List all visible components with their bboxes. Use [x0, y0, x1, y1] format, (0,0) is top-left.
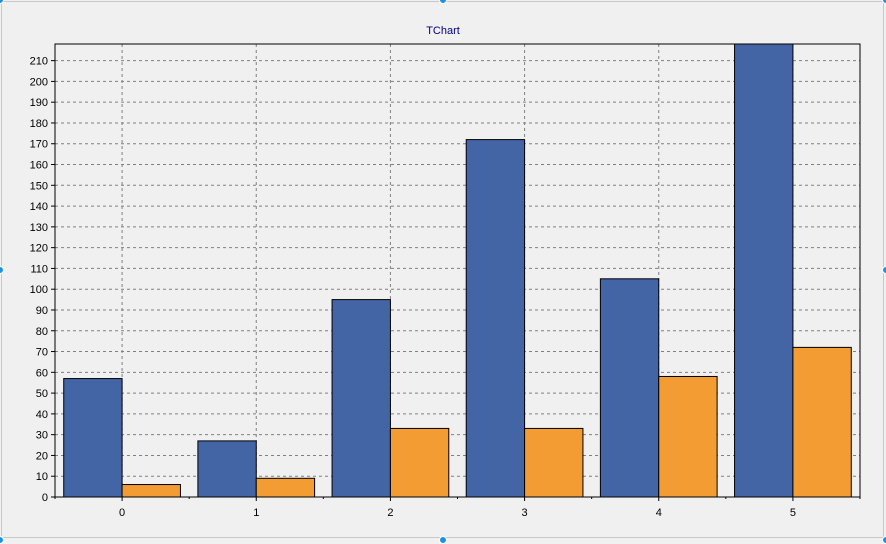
- x-tick-label: 2: [387, 507, 393, 519]
- x-tick-label: 3: [522, 507, 528, 519]
- y-tick-label: 170: [30, 139, 48, 151]
- x-tick-label: 1: [253, 507, 259, 519]
- chart-title: TChart: [426, 25, 460, 37]
- y-tick-label: 100: [30, 284, 48, 296]
- y-tick-label: 0: [42, 492, 48, 504]
- bar-series-2-cat-4[interactable]: [658, 375, 718, 498]
- y-tick-label: 60: [36, 367, 48, 379]
- y-tick-label: 180: [30, 118, 48, 130]
- y-tick-label: 30: [36, 430, 48, 442]
- y-tick-label: 20: [36, 450, 48, 462]
- x-tick-label: 5: [790, 507, 796, 519]
- y-tick-label: 200: [30, 76, 48, 88]
- bars: [63, 43, 852, 498]
- y-tick-label: 80: [36, 326, 48, 338]
- y-tick-label: 10: [36, 471, 48, 483]
- bar-series-1-cat-0[interactable]: [63, 378, 123, 498]
- tick-labels: 0102030405060708090100110120130140150160…: [30, 56, 796, 519]
- y-tick-label: 130: [30, 222, 48, 234]
- bar-series-2-cat-2[interactable]: [389, 427, 450, 498]
- plot-border: [54, 43, 861, 498]
- y-tick-label: 210: [30, 56, 48, 68]
- y-tick-label: 190: [30, 97, 48, 109]
- bar-series-1-cat-1[interactable]: [197, 440, 257, 498]
- y-tick-label: 40: [36, 409, 48, 421]
- grid-lines: [55, 44, 860, 497]
- resize-handle-bottom-middle[interactable]: [439, 536, 447, 544]
- y-tick-label: 50: [36, 388, 48, 400]
- x-tick-label: 0: [119, 507, 125, 519]
- y-tick-label: 120: [30, 243, 48, 255]
- bar-series-2-cat-5[interactable]: [792, 346, 852, 498]
- x-tick-label: 4: [656, 507, 662, 519]
- bar-series-1-cat-5[interactable]: [734, 43, 794, 498]
- y-tick-label: 70: [36, 347, 48, 359]
- bar-series-2-cat-3[interactable]: [524, 427, 584, 498]
- bar-series-2-cat-0[interactable]: [121, 484, 181, 498]
- resize-handle-middle-right[interactable]: [882, 266, 886, 274]
- resize-handle-bottom-left[interactable]: [0, 536, 4, 544]
- axes: [51, 43, 861, 501]
- y-tick-label: 140: [30, 201, 48, 213]
- y-tick-label: 150: [30, 180, 48, 192]
- bar-series-2-cat-1[interactable]: [255, 477, 316, 498]
- resize-handle-bottom-right[interactable]: [882, 536, 886, 544]
- plot-area: [55, 44, 860, 497]
- y-tick-label: 160: [30, 160, 48, 172]
- bar-series-1-cat-2[interactable]: [331, 299, 391, 498]
- bar-series-1-cat-3[interactable]: [465, 139, 526, 498]
- bar-series-1-cat-4[interactable]: [599, 278, 660, 498]
- resize-handle-top-right[interactable]: [882, 0, 886, 4]
- y-tick-label: 110: [30, 263, 48, 275]
- y-tick-label: 90: [36, 305, 48, 317]
